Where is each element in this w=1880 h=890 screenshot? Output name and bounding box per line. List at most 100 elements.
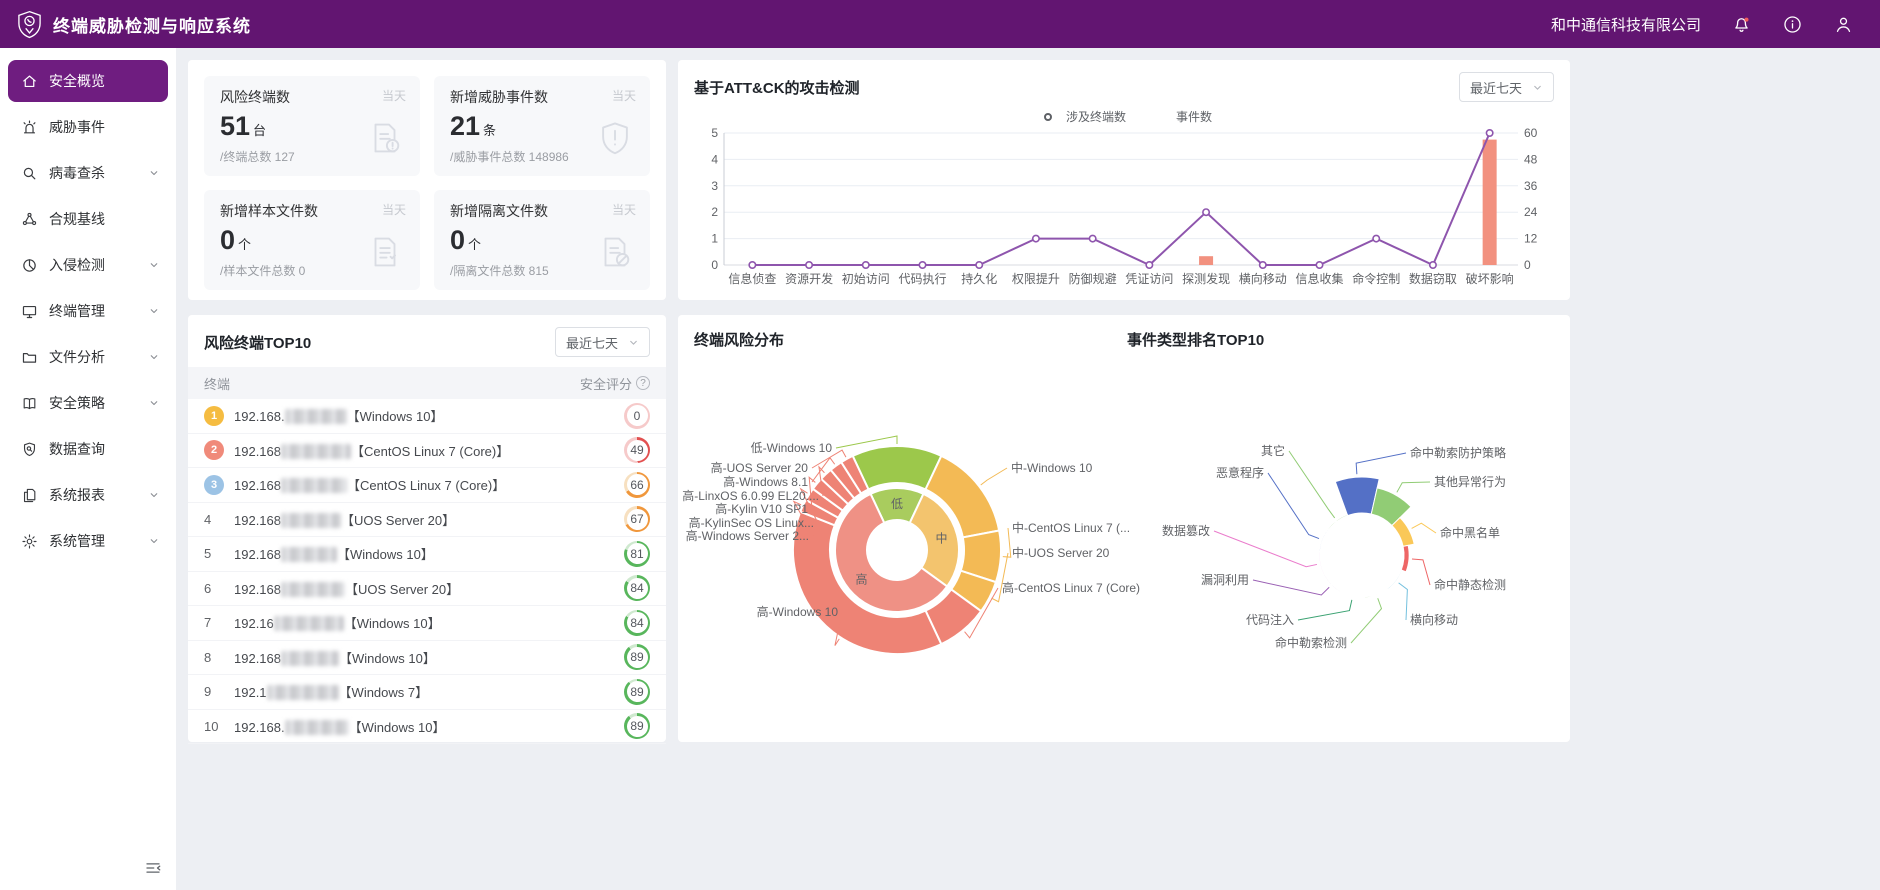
svg-text:命中静态检测: 命中静态检测 xyxy=(1434,577,1506,592)
sidebar-item-shield-search[interactable]: 数据查询 xyxy=(8,428,168,470)
endpoint-cell: 192.168 【Windows 10】 xyxy=(234,650,436,666)
endpoint-cell: 192.168 【CentOS Linux 7 (Core)】 xyxy=(234,478,506,494)
attack-panel: 基于ATT&CK的攻击检测 最近七天 涉及终端数 xyxy=(678,60,1570,300)
stat-card: 新增威胁事件数 当天 21 条 /威胁事件总数 148986 xyxy=(434,76,650,176)
chevron-down-icon xyxy=(148,489,160,501)
endpoint-cell: 192.168 【Windows 10】 xyxy=(234,547,434,563)
security-score-badge: 84 xyxy=(624,575,650,602)
endpoint-os: 【Windows 10】 xyxy=(348,719,446,735)
medal-gold-icon: 1 xyxy=(204,405,224,426)
sidebar-item-report[interactable]: 系统报表 xyxy=(8,474,168,516)
endpoint-os: 【Windows 10】 xyxy=(346,409,444,425)
nodes-icon xyxy=(21,211,38,228)
chevron-down-icon xyxy=(148,259,160,271)
sidebar-item-label: 文件分析 xyxy=(49,349,105,365)
sidebar-item-gear[interactable]: 系统管理 xyxy=(8,520,168,562)
report-icon xyxy=(21,487,38,504)
svg-text:中-Windows 10: 中-Windows 10 xyxy=(1011,460,1093,475)
sidebar-item-search[interactable]: 病毒查杀 xyxy=(8,152,168,194)
endpoint-os: 【UOS Server 20】 xyxy=(345,581,460,597)
sidebar-item-label: 合规基线 xyxy=(49,211,105,227)
sidebar-item-home[interactable]: 安全概览 xyxy=(8,60,168,102)
sidebar-item-pie[interactable]: 入侵检测 xyxy=(8,244,168,286)
table-row[interactable]: 6 192.168 【UOS Server 20】 84 xyxy=(188,572,666,606)
book-icon xyxy=(21,395,38,412)
table-row[interactable]: 2 192.168 【CentOS Linux 7 (Core)】 49 xyxy=(188,434,666,468)
shield-search-icon xyxy=(21,441,38,458)
risk-dist-title: 终端风险分布 xyxy=(694,332,785,349)
svg-text:信息收集: 信息收集 xyxy=(1295,271,1343,286)
page-title: 终端威胁检测与响应系统 xyxy=(53,16,251,36)
company-name: 和中通信科技有限公司 xyxy=(1550,16,1701,34)
svg-text:1: 1 xyxy=(711,232,718,246)
table-row[interactable]: 5 192.168 【Windows 10】 81 xyxy=(188,537,666,572)
sidebar-item-label: 终端管理 xyxy=(49,303,105,319)
stat-period-tag: 当天 xyxy=(611,203,636,217)
svg-text:防御规避: 防御规避 xyxy=(1069,271,1117,286)
svg-text:持久化: 持久化 xyxy=(961,271,997,286)
svg-text:中-UOS Server 20: 中-UOS Server 20 xyxy=(1012,545,1110,560)
sidebar-collapse-icon[interactable] xyxy=(144,859,162,882)
sidebar-item-folder[interactable]: 文件分析 xyxy=(8,336,168,378)
rank-cell: 5 xyxy=(204,546,212,562)
table-row[interactable]: 7 192.16 【Windows 10】 84 xyxy=(188,606,666,641)
table-row[interactable]: 1 192.168. 【Windows 10】 0 xyxy=(188,399,666,434)
app-logo-shield-icon xyxy=(16,10,43,39)
stat-title: 新增样本文件数 xyxy=(220,203,318,219)
help-icon[interactable]: ? xyxy=(636,376,650,390)
table-row[interactable]: 10 192.168. 【Windows 10】 89 xyxy=(188,710,666,744)
endpoint-os: 【UOS Server 20】 xyxy=(341,512,456,528)
table-row[interactable]: 9 192.1 【Windows 7】 89 xyxy=(188,675,666,710)
table-row[interactable]: 3 192.168 【CentOS Linux 7 (Core)】 66 xyxy=(188,468,666,503)
sidebar-item-label: 入侵检测 xyxy=(49,257,105,273)
rank-cell: 2 xyxy=(204,440,234,461)
endpoint-cell: 192.168 【CentOS Linux 7 (Core)】 xyxy=(234,443,510,459)
svg-text:命中勒索检测: 命中勒索检测 xyxy=(1275,635,1347,650)
sidebar-item-nodes[interactable]: 合规基线 xyxy=(8,198,168,240)
top10-table-body: 1 192.168. 【Windows 10】 0 2 192.168 【CentOS… xyxy=(188,399,666,744)
redacted-ip-segment xyxy=(281,581,345,597)
gear-icon xyxy=(21,533,38,550)
rank-cell: 6 xyxy=(204,580,212,596)
svg-text:命中勒索防护策略: 命中勒索防护策略 xyxy=(1410,445,1506,460)
table-row[interactable]: 8 192.168 【Windows 10】 89 xyxy=(188,641,666,675)
sidebar-item-monitor[interactable]: 终端管理 xyxy=(8,290,168,332)
chevron-down-icon xyxy=(148,305,160,317)
pie-icon xyxy=(21,257,38,274)
attack-legend[interactable]: 涉及终端数 事件数 xyxy=(694,108,1554,125)
svg-text:信息侦查: 信息侦查 xyxy=(728,271,776,286)
svg-text:高-KylinSec OS Linux...: 高-KylinSec OS Linux... xyxy=(689,515,814,530)
info-icon[interactable] xyxy=(1782,14,1803,35)
attack-range-select[interactable]: 最近七天 xyxy=(1458,72,1554,102)
svg-text:代码执行: 代码执行 xyxy=(898,272,946,286)
sidebar-item-book[interactable]: 安全策略 xyxy=(8,382,168,424)
redacted-ip-segment xyxy=(273,616,344,632)
endpoint-cell: 192.168 【UOS Server 20】 xyxy=(234,581,460,597)
medal-bronze-icon: 3 xyxy=(204,474,224,495)
legend-label: 事件数 xyxy=(1176,110,1213,124)
rank-cell: 9 xyxy=(204,684,212,700)
medal-silver-icon: 2 xyxy=(204,440,224,461)
endpoint-cell: 192.168. 【Windows 10】 xyxy=(234,719,446,735)
svg-text:3: 3 xyxy=(711,179,718,193)
table-row[interactable]: 4 192.168 【UOS Server 20】 67 xyxy=(188,503,666,537)
sidebar-item-alarm[interactable]: 威胁事件 xyxy=(8,106,168,148)
svg-text:5: 5 xyxy=(711,126,718,140)
svg-text:权限提升: 权限提升 xyxy=(1012,271,1060,286)
top10-range-value: 最近七天 xyxy=(565,335,618,351)
stats-panel: 风险终端数 当天 51 台 /终端总数 127 新增威胁事件数 当天 21 条 /威… xyxy=(188,60,666,300)
attack-combo-chart: 0 0 1 12 2 24 3 36 4 48 5 60 信息侦查 资源开发 初始访问 代码执行 持久化 权限提升… xyxy=(711,126,1537,286)
svg-text:凭证访问: 凭证访问 xyxy=(1125,271,1173,286)
stat-period-tag: 当天 xyxy=(381,89,406,103)
attack-panel-title: 基于ATT&CK的攻击检测 xyxy=(694,79,860,97)
top10-panel-title: 风险终端TOP10 xyxy=(204,334,312,352)
top10-table-header: 终端 安全评分 ? xyxy=(188,367,666,399)
risk-and-event-charts: 低中高 低-Windows 10 中-Windows 10 中-CentOS Linu… xyxy=(682,435,1506,655)
top10-range-select[interactable]: 最近七天 xyxy=(554,327,650,357)
sidebar-item-label: 安全策略 xyxy=(49,395,105,411)
notification-bell-icon[interactable] xyxy=(1731,14,1752,35)
user-icon[interactable] xyxy=(1833,14,1854,35)
security-score-badge: 0 xyxy=(624,402,650,429)
security-score-badge: 81 xyxy=(624,540,650,567)
